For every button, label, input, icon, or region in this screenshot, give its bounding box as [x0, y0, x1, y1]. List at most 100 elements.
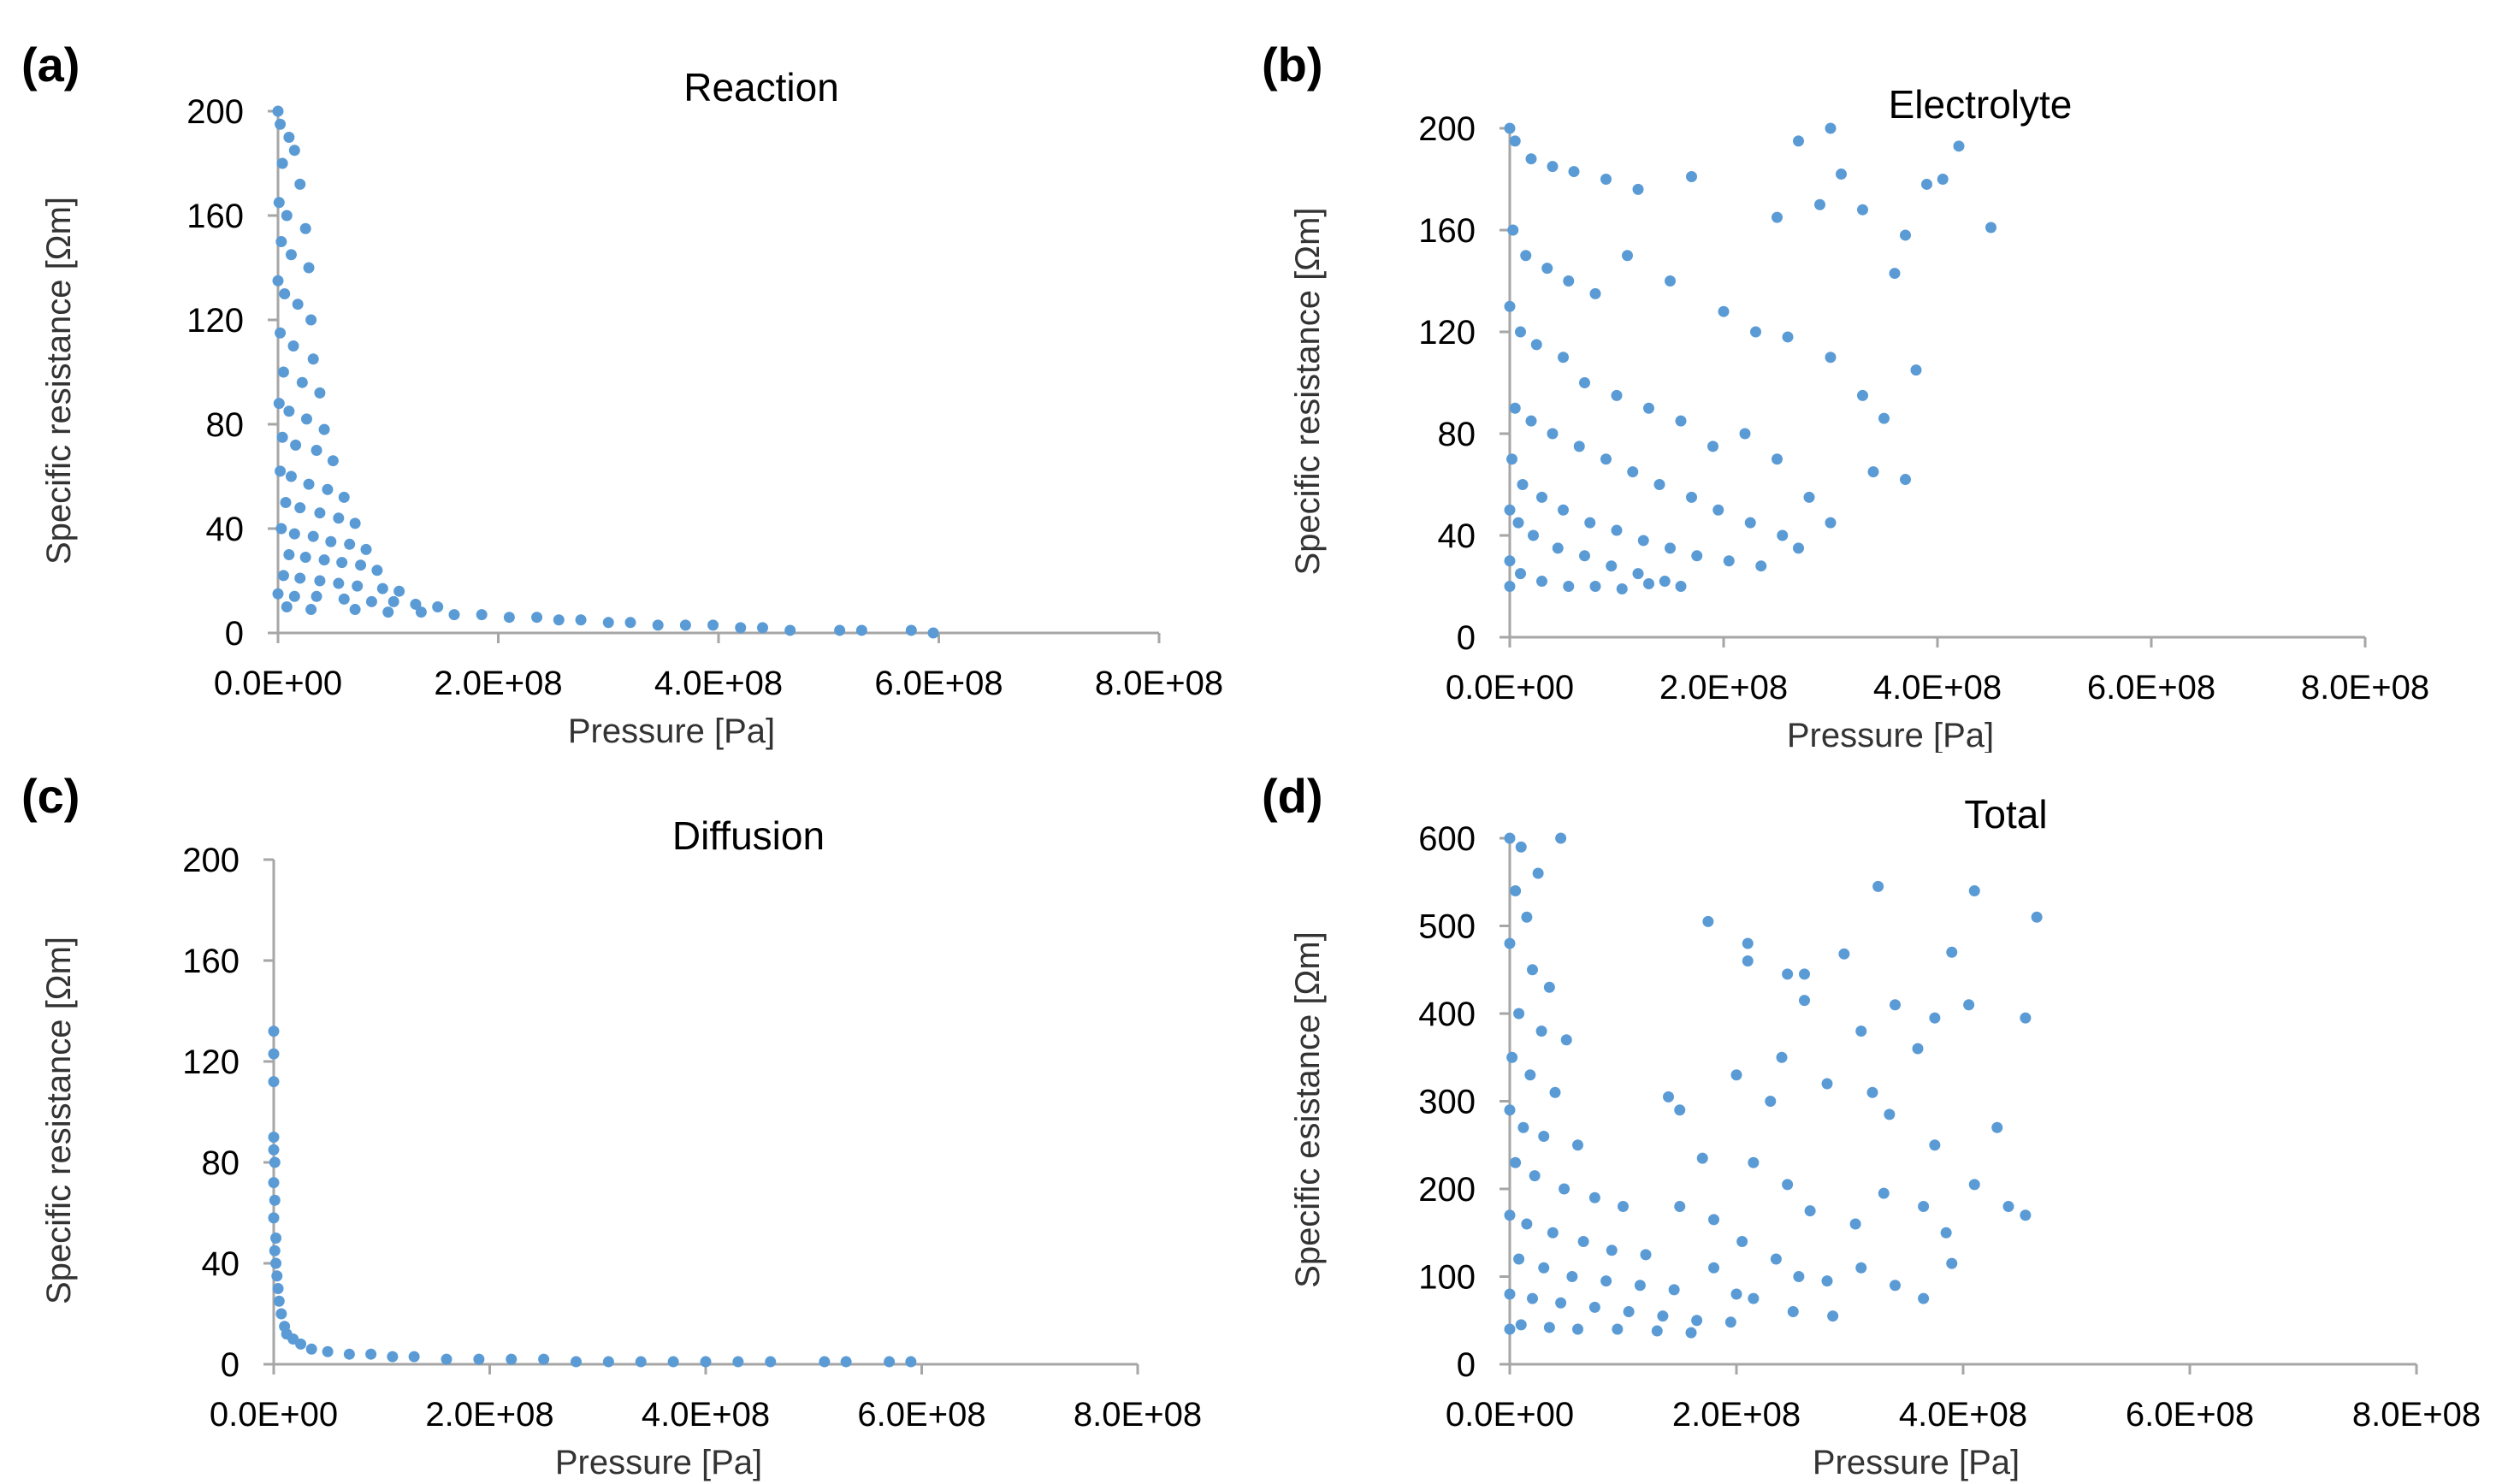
data-point: [325, 535, 337, 547]
x-axis-label: Pressure [Pa]: [555, 1444, 762, 1481]
data-point: [1799, 995, 1810, 1007]
data-point: [1968, 1179, 1980, 1191]
chart-title: Diffusion: [672, 813, 825, 858]
data-point: [275, 523, 287, 535]
data-point: [1547, 428, 1559, 440]
data-point: [1588, 1301, 1600, 1313]
data-point: [1579, 550, 1590, 562]
data-point: [700, 1356, 712, 1368]
data-point: [1504, 832, 1516, 844]
data-point: [349, 604, 361, 616]
y-tick-label: 200: [182, 842, 240, 879]
data-point: [1611, 524, 1623, 536]
data-point: [1510, 885, 1522, 896]
data-point: [272, 588, 284, 600]
data-point: [1506, 453, 1517, 465]
data-point: [1504, 1288, 1516, 1300]
data-point: [307, 353, 319, 365]
data-point: [1855, 1262, 1867, 1274]
data-point: [273, 398, 285, 410]
data-point: [300, 413, 312, 425]
data-point: [1912, 1043, 1924, 1055]
data-point: [679, 619, 691, 631]
data-point: [1538, 1262, 1550, 1274]
x-tick-label: 8.0E+08: [2301, 669, 2429, 707]
data-point: [1618, 1201, 1629, 1212]
data-point: [271, 1270, 283, 1282]
data-point: [1787, 1306, 1799, 1317]
data-point: [707, 619, 719, 631]
data-point: [327, 455, 339, 467]
data-point: [352, 580, 364, 592]
data-point: [270, 1233, 282, 1244]
data-point: [1528, 529, 1539, 541]
data-point: [333, 512, 345, 524]
data-point: [1872, 880, 1884, 892]
data-point: [355, 559, 367, 571]
data-point: [1686, 171, 1697, 183]
x-tick-label: 6.0E+08: [2087, 669, 2215, 707]
data-point: [1584, 517, 1596, 529]
y-axis-label: Specific esistance [Ωm]: [1289, 931, 1327, 1288]
data-point: [735, 622, 747, 634]
data-point: [1552, 542, 1564, 554]
chart-svg: (a) Reaction 0 40 80 120 160 200 0.0E+00 2.0E+08 4…: [21, 38, 1223, 750]
data-point: [292, 299, 304, 310]
data-point: [1712, 504, 1724, 516]
data-point: [1504, 937, 1516, 949]
y-tick-label: 0: [225, 615, 244, 653]
data-point: [322, 1345, 334, 1357]
data-point: [1566, 1271, 1578, 1282]
data-point: [1836, 169, 1847, 180]
data-point: [1946, 946, 1958, 958]
data-point: [288, 145, 300, 157]
data-point: [1900, 229, 1911, 241]
data-point: [1558, 352, 1569, 364]
x-tick-label: 2.0E+08: [1672, 1396, 1801, 1434]
data-point: [1577, 1236, 1589, 1247]
data-point: [1513, 1008, 1525, 1020]
data-point: [1653, 479, 1665, 490]
x-tick-label: 2.0E+08: [434, 665, 562, 702]
data-point: [1521, 911, 1533, 923]
data-point: [1632, 183, 1644, 195]
data-point: [1730, 1288, 1742, 1300]
data-point: [473, 1353, 485, 1365]
data-point: [1776, 1051, 1788, 1063]
data-point: [318, 423, 330, 435]
data-point: [1799, 968, 1810, 980]
data-point: [387, 1351, 399, 1363]
data-point: [1509, 402, 1521, 414]
data-point: [1772, 211, 1783, 223]
data-point: [1509, 135, 1521, 147]
y-axis-label: Specific resistance [Ωm]: [40, 197, 78, 565]
data-point: [1724, 1316, 1736, 1328]
data-point: [1921, 178, 1932, 190]
data-point: [1674, 1104, 1686, 1116]
data-point: [290, 439, 302, 451]
data-point: [1532, 867, 1544, 879]
data-point: [1803, 491, 1815, 503]
x-tick-label: 0.0E+00: [1446, 1396, 1574, 1434]
y-tick-label: 40: [1438, 517, 1476, 555]
data-point: [273, 1295, 285, 1307]
data-point: [1504, 555, 1516, 567]
data-point: [269, 1245, 281, 1256]
data-point: [553, 614, 565, 626]
data-point: [1506, 1051, 1518, 1063]
data-point: [448, 609, 460, 621]
data-point: [268, 1026, 280, 1038]
data-point: [506, 1353, 518, 1365]
data-point: [2020, 1209, 2032, 1221]
chart-panel-d: (d) Total 0 100 200 300 400 500 600 0.0E+00 2.0E+0…: [1249, 753, 2514, 1484]
data-point: [1504, 504, 1516, 516]
data-point: [303, 262, 315, 274]
data-point: [531, 612, 543, 624]
data-point: [1723, 555, 1735, 567]
data-point: [1627, 466, 1639, 478]
data-point: [285, 249, 297, 261]
data-point: [1821, 1078, 1833, 1090]
data-point: [268, 1048, 280, 1060]
y-tick-label: 200: [1418, 110, 1476, 148]
data-point: [1623, 1306, 1635, 1317]
